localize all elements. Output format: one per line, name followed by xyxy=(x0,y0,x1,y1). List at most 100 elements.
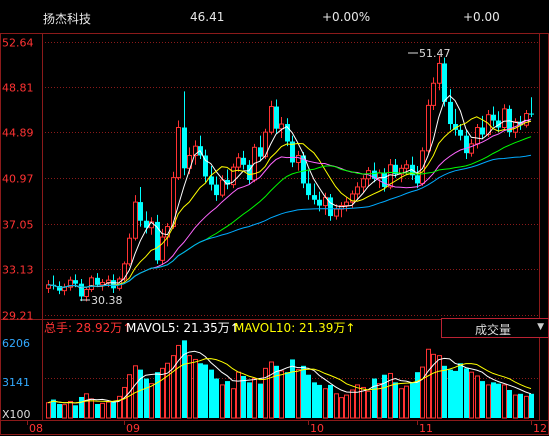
candle-body-up xyxy=(263,131,268,158)
volume-bar-up xyxy=(431,353,436,419)
volume-bar-down xyxy=(410,382,415,418)
mavol5-label: MAVOL5: 21.35万↑ xyxy=(126,321,240,335)
candle-body-up xyxy=(486,114,491,136)
volume-bar-down xyxy=(111,401,116,418)
volume-bar-up xyxy=(84,393,89,419)
volume-bar-up xyxy=(176,344,181,419)
volume-bar-down xyxy=(214,378,219,418)
candle-body-up xyxy=(344,201,349,207)
volume-bar-up xyxy=(269,361,274,419)
candle-body-down xyxy=(111,280,116,289)
volume-bar-down xyxy=(247,382,252,418)
volume-bar-down xyxy=(301,365,306,418)
volume-bar-down xyxy=(95,403,100,418)
volume-bar-up xyxy=(46,402,51,419)
candle-body-up xyxy=(220,179,225,196)
mavol10-line xyxy=(47,358,532,404)
indicator-select[interactable]: 成交量 ▼ xyxy=(441,318,549,338)
volume-bar-down xyxy=(393,382,398,418)
date-tick-label: 09 xyxy=(126,422,140,435)
volume-bar-up xyxy=(361,386,366,419)
candle-body-up xyxy=(84,288,89,297)
candle-body-up xyxy=(122,263,127,280)
volume-bar-down xyxy=(415,372,420,418)
ma5-line xyxy=(47,94,532,289)
candle-body-down xyxy=(214,184,219,196)
stock-price: 46.41 xyxy=(190,10,225,24)
stock-name[interactable]: 扬杰科技 xyxy=(43,12,92,26)
volume-tick-label: X100 xyxy=(2,408,31,421)
candle-body-down xyxy=(285,124,290,142)
volume-bar-up xyxy=(236,371,241,419)
candle-body-up xyxy=(100,281,105,286)
candle-body-down xyxy=(290,141,295,163)
candle-body-down xyxy=(155,221,160,261)
date-tick-label: 12 xyxy=(533,422,547,435)
volume-bar-up xyxy=(171,355,176,419)
moving-average-lines xyxy=(47,94,532,289)
volume-bar-up xyxy=(344,394,349,419)
volume-bar-up xyxy=(469,371,474,419)
candle-body-down xyxy=(79,283,84,297)
candle-body-up xyxy=(133,201,138,239)
volume-bar-up xyxy=(339,397,344,419)
candle-body-up xyxy=(361,178,366,188)
volume-bar-down xyxy=(57,403,62,418)
candle-body-up xyxy=(355,186,360,195)
candle-body-down xyxy=(203,155,208,177)
candle-body-down xyxy=(458,129,463,136)
volume-bar-up xyxy=(106,401,111,419)
volume-bar-down xyxy=(306,374,311,418)
volume-bar-up xyxy=(193,358,198,419)
indicator-select-label: 成交量 xyxy=(475,323,512,337)
volume-bar-down xyxy=(464,368,469,418)
volume-bar-up xyxy=(420,366,425,419)
volume-bar-down xyxy=(480,381,485,418)
volume-tick-label: 6206 xyxy=(2,337,30,350)
volume-bar-up xyxy=(231,388,236,419)
volume-bar-down xyxy=(312,382,317,418)
candle-body-down xyxy=(301,155,306,184)
chevron-down-icon: ▼ xyxy=(537,322,544,332)
volume-bar-down xyxy=(328,384,333,418)
date-tick-label: 11 xyxy=(419,422,433,435)
candle-body-up xyxy=(437,62,442,84)
candle-body-down xyxy=(258,147,263,157)
volume-bar-up xyxy=(437,355,442,419)
volume-bar-up xyxy=(334,393,339,419)
volume-bar-up xyxy=(187,355,192,419)
volume-bar-down xyxy=(290,359,295,418)
volume-bar-down xyxy=(442,365,447,418)
candle-body-down xyxy=(328,197,333,217)
candle-body-up xyxy=(431,82,436,106)
candle-body-down xyxy=(274,106,279,129)
candle-body-up xyxy=(404,164,409,169)
volume-bar-down xyxy=(203,364,208,418)
price-axis: 52.64 48.81 44.89 40.97 37.05 33.13 29.21 xyxy=(2,37,34,323)
candle-body-down xyxy=(73,280,78,284)
price-grid xyxy=(42,42,539,316)
volume-bar-up xyxy=(149,383,154,419)
candle-body-down xyxy=(453,124,458,130)
stock-change-value: +0.00 xyxy=(463,10,500,24)
candle-body-up xyxy=(420,150,425,184)
mavol5-line xyxy=(47,350,532,404)
high-label: 51.47 xyxy=(419,47,451,60)
volume-bar-up xyxy=(62,404,67,419)
candle-body-up xyxy=(127,237,132,265)
candle-body-down xyxy=(306,183,311,196)
candle-body-down xyxy=(225,179,230,185)
candle-body-up xyxy=(502,108,507,129)
volume-total-label: 总手: 28.92万↑ xyxy=(44,321,132,335)
candle-body-up xyxy=(231,166,236,186)
volume-bar-up xyxy=(377,383,382,419)
candle-body-down xyxy=(138,202,143,221)
volume-bar-up xyxy=(263,367,268,419)
volume-bar-up xyxy=(426,348,431,419)
candle-body-up xyxy=(426,104,431,152)
candle-body-down xyxy=(317,199,322,206)
volume-bar-down xyxy=(448,369,453,418)
candle-body-up xyxy=(106,279,111,283)
candle-body-down xyxy=(182,127,187,169)
